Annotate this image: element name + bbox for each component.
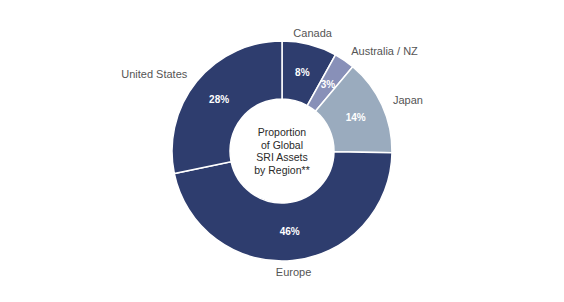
svg-text:28%: 28% xyxy=(209,94,229,105)
svg-text:Canada: Canada xyxy=(293,27,332,39)
svg-text:46%: 46% xyxy=(280,226,300,237)
svg-text:14%: 14% xyxy=(346,112,366,123)
html-text:Proportion of Global SRI Asset: Proportion of Global SRI Assets by Regio… xyxy=(254,126,310,176)
svg-text:Japan: Japan xyxy=(393,94,423,106)
svg-text:Europe: Europe xyxy=(276,266,311,278)
svg-text:Australia / NZ: Australia / NZ xyxy=(351,45,418,57)
svg-text:3%: 3% xyxy=(321,79,336,90)
svg-text:United States: United States xyxy=(121,68,188,80)
svg-text:8%: 8% xyxy=(295,67,310,78)
